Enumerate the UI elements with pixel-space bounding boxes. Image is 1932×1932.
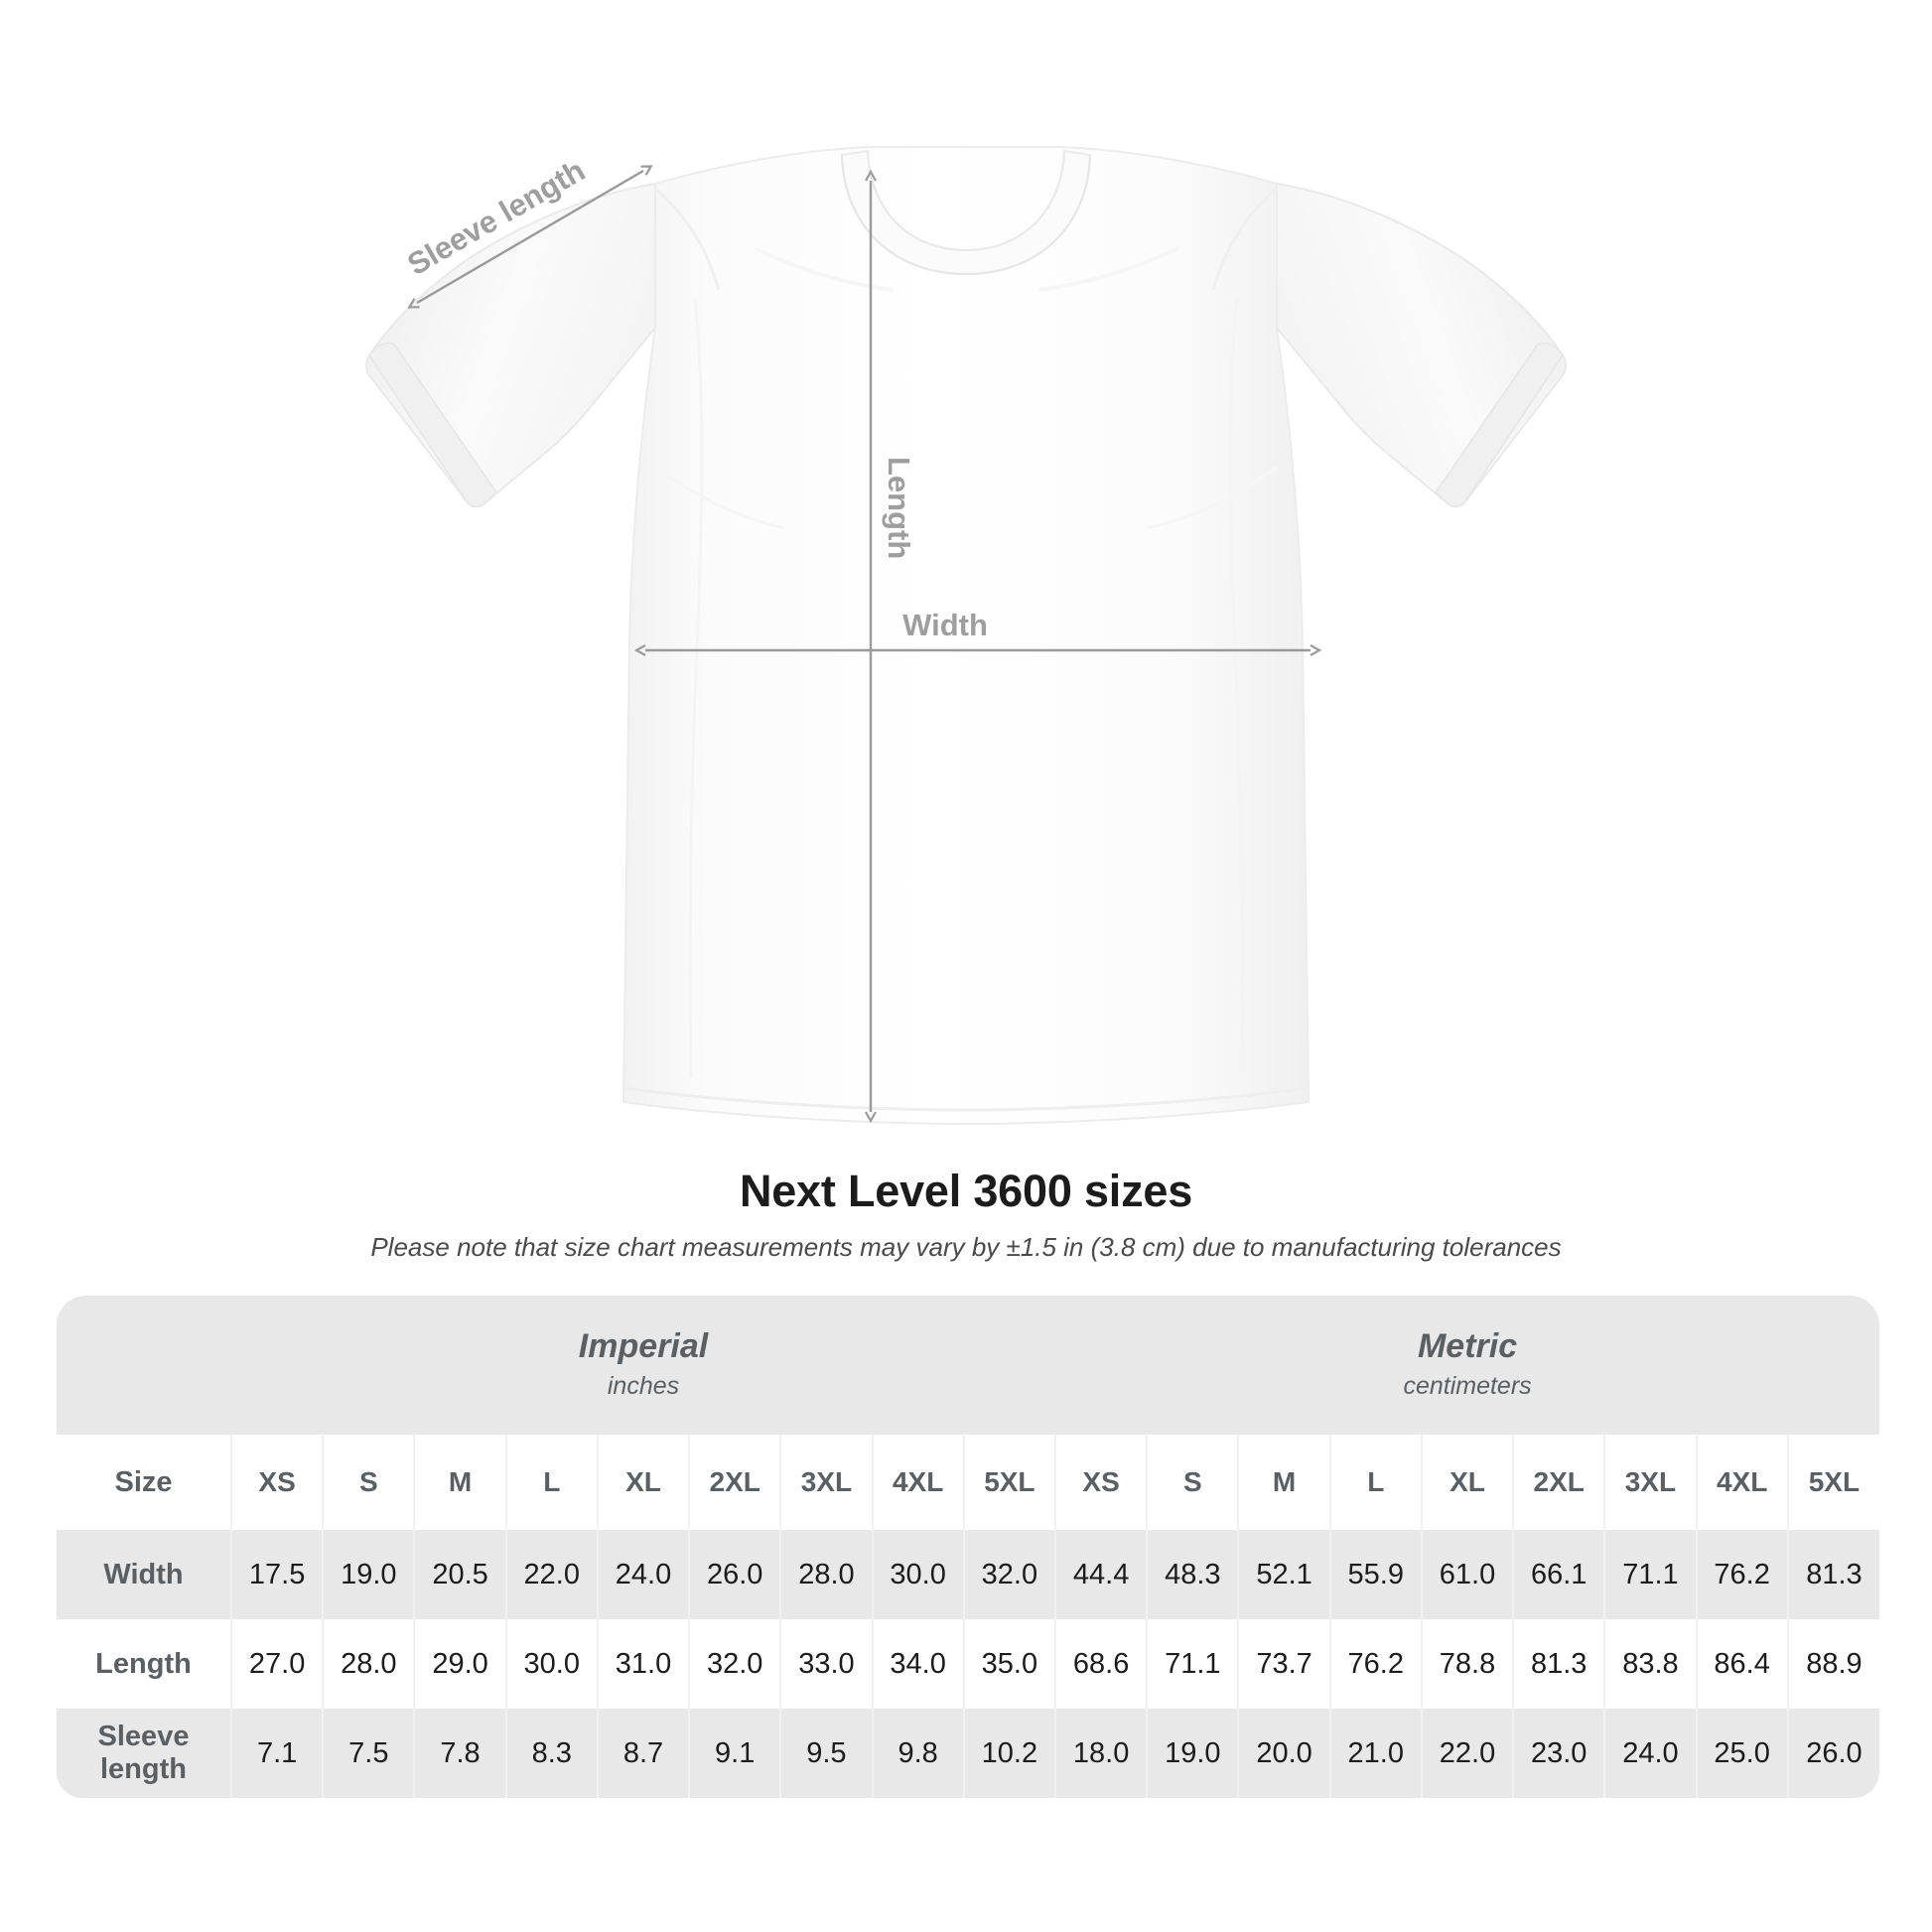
size-header-cell: S [322, 1435, 415, 1530]
measurement-cell: 52.1 [1237, 1530, 1330, 1619]
size-header-cell: 5XL [1786, 1435, 1880, 1530]
measurement-cell: 22.0 [1420, 1709, 1514, 1798]
measurement-cell: 44.4 [1053, 1530, 1148, 1619]
measurement-row-label: Width [57, 1530, 231, 1619]
size-header-cell: 3XL [779, 1435, 873, 1530]
unit-banner-row: Imperial inches Metric centimeters [57, 1296, 1880, 1435]
size-header-cell: XL [596, 1435, 690, 1530]
measurement-cell: 24.0 [1603, 1709, 1697, 1798]
size-header-cell: S [1146, 1435, 1239, 1530]
size-header-cell: 3XL [1603, 1435, 1697, 1530]
measurement-row-label: Sleeve length [57, 1709, 231, 1798]
measurement-row-label: Length [57, 1619, 231, 1709]
unit-group-subtitle: centimeters [1403, 1372, 1532, 1401]
measurement-cell: 7.8 [413, 1709, 506, 1798]
size-header-cell: L [504, 1435, 598, 1530]
measurement-cell: 21.0 [1328, 1709, 1422, 1798]
measurement-cell: 9.5 [779, 1709, 873, 1798]
measurement-cell: 32.0 [688, 1619, 781, 1709]
measurement-cell: 26.0 [1786, 1709, 1880, 1798]
measurement-cell: 9.8 [871, 1709, 964, 1798]
measurement-cell: 86.4 [1695, 1619, 1788, 1709]
measurement-cell: 23.0 [1512, 1709, 1605, 1798]
unit-group-imperial: Imperial inches [231, 1296, 1055, 1435]
title-block: Next Level 3600 sizes Please note that s… [0, 1167, 1932, 1263]
measurement-cell: 9.1 [688, 1709, 781, 1798]
measurement-cell: 22.0 [504, 1530, 598, 1619]
unit-group-name: Imperial [578, 1327, 709, 1366]
size-header-cell: 2XL [688, 1435, 781, 1530]
unit-banner-spacer [57, 1296, 231, 1435]
measurement-cell: 30.0 [504, 1619, 598, 1709]
measurement-cell: 29.0 [413, 1619, 506, 1709]
measurement-cell: 88.9 [1786, 1619, 1880, 1709]
measurement-cell: 24.0 [596, 1530, 690, 1619]
measurement-cell: 73.7 [1237, 1619, 1330, 1709]
measurement-cell: 48.3 [1146, 1530, 1239, 1619]
tshirt-graphic [365, 146, 1567, 1126]
size-header-cell: L [1328, 1435, 1422, 1530]
measurement-cell: 71.1 [1146, 1619, 1239, 1709]
measurement-cell: 78.8 [1420, 1619, 1514, 1709]
measurement-cell: 7.1 [229, 1709, 324, 1798]
size-header-row: Size XS S M L XL 2XL 3XL 4XL 5XL XS S M L XL 2XL 3XL 4XL 5… [57, 1435, 1880, 1530]
measurement-cell: 26.0 [688, 1530, 781, 1619]
measurement-cell: 30.0 [871, 1530, 964, 1619]
measurement-cell: 55.9 [1328, 1530, 1422, 1619]
size-header-cell: M [413, 1435, 506, 1530]
size-header-cell: XL [1420, 1435, 1514, 1530]
measurement-cell: 68.6 [1053, 1619, 1148, 1709]
measurement-cell: 76.2 [1328, 1619, 1422, 1709]
size-header-cell: XS [1053, 1435, 1148, 1530]
page-title: Next Level 3600 sizes [739, 1166, 1193, 1216]
measurement-cell: 8.3 [504, 1709, 598, 1798]
measurement-cell: 31.0 [596, 1619, 690, 1709]
unit-group-name: Metric [1417, 1327, 1518, 1366]
measurement-cell: 81.3 [1786, 1530, 1880, 1619]
table-row: Width 17.5 19.0 20.5 22.0 24.0 26.0 28.0 30.0 32.… [57, 1530, 1880, 1619]
size-header-cell: 4XL [871, 1435, 964, 1530]
measurement-cell: 83.8 [1603, 1619, 1697, 1709]
tolerance-note: Please note that size chart measurements… [370, 1231, 1562, 1262]
measurement-cell: 33.0 [779, 1619, 873, 1709]
measurement-cell: 19.0 [322, 1530, 415, 1619]
size-header-cell: XS [229, 1435, 324, 1530]
measurement-cell: 7.5 [322, 1709, 415, 1798]
unit-group-subtitle: inches [607, 1372, 680, 1401]
table-row: Sleeve length 7.1 7.5 7.8 8.3 8.7 9.1 9.5 9.8 10.… [57, 1709, 1880, 1798]
measurement-cell: 71.1 [1603, 1530, 1697, 1619]
sleeve-length-guide-line [417, 171, 643, 303]
size-header-cell: M [1237, 1435, 1330, 1530]
measurement-cell: 81.3 [1512, 1619, 1605, 1709]
measurement-cell: 61.0 [1420, 1530, 1514, 1619]
measurement-cell: 20.5 [413, 1530, 506, 1619]
measurement-cell: 27.0 [229, 1619, 324, 1709]
measurement-cell: 8.7 [596, 1709, 690, 1798]
measurement-cell: 20.0 [1237, 1709, 1330, 1798]
measurement-cell: 76.2 [1695, 1530, 1788, 1619]
measurement-cell: 10.2 [962, 1709, 1055, 1798]
length-label: Length [882, 457, 916, 559]
measurement-cell: 17.5 [229, 1530, 324, 1619]
measurement-cell: 28.0 [779, 1530, 873, 1619]
shirt-illustration: Sleeve length Length Width [365, 146, 1567, 1126]
width-label: Width [902, 608, 988, 642]
measurement-cell: 66.1 [1512, 1530, 1605, 1619]
size-header-cell: 4XL [1695, 1435, 1788, 1530]
measurement-cell: 25.0 [1695, 1709, 1788, 1798]
shirt-diagram: Sleeve length Length Width [365, 146, 1567, 1126]
size-chart-table-wrapper: Imperial inches Metric centimeters Size XS S M L… [57, 1296, 1880, 1798]
measurement-cell: 32.0 [962, 1530, 1055, 1619]
measurement-cell: 28.0 [322, 1619, 415, 1709]
size-header-cell: 2XL [1512, 1435, 1605, 1530]
unit-group-metric: Metric centimeters [1055, 1296, 1880, 1435]
size-header-cell: 5XL [962, 1435, 1055, 1530]
measurement-cell: 19.0 [1146, 1709, 1239, 1798]
measurement-cell: 34.0 [871, 1619, 964, 1709]
measurement-cell: 35.0 [962, 1619, 1055, 1709]
table-row: Length 27.0 28.0 29.0 30.0 31.0 32.0 33.0 34.0 35… [57, 1619, 1880, 1709]
size-chart-table: Imperial inches Metric centimeters Size XS S M L… [57, 1296, 1880, 1798]
size-header-label: Size [114, 1465, 173, 1498]
measurement-cell: 18.0 [1053, 1709, 1148, 1798]
